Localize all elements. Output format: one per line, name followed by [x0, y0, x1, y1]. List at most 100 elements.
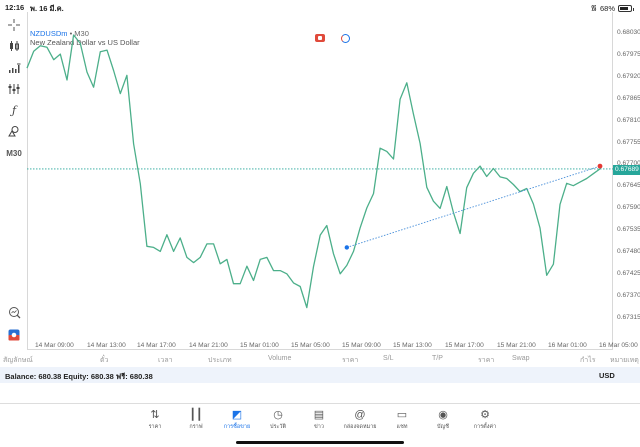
trendline-anchor-start[interactable]	[344, 245, 350, 250]
settings-icon: ⚙	[480, 409, 490, 421]
crosshair-icon[interactable]	[4, 17, 24, 33]
function-icon[interactable]: ƒ	[11, 103, 17, 117]
price-tick-label: 0.67810	[617, 116, 640, 124]
tab-label: ประวัติ	[269, 424, 287, 430]
tab-quotes[interactable]: ⇅ ราคา	[135, 408, 175, 431]
tab-settings[interactable]: ⚙ การตั้งค่า	[465, 408, 505, 431]
time-tick-label: 14 Mar 17:00	[137, 342, 176, 349]
battery-percent: 68%	[599, 3, 615, 13]
column-header[interactable]: Swap	[512, 355, 530, 362]
symbol-description: New Zealand Dollar vs US Dollar	[30, 38, 140, 47]
account-summary-row: Balance: 680.38 Equity: 680.38 ฟรี: 680.…	[0, 367, 640, 383]
timeframe: M30	[74, 29, 89, 38]
broker-logo-icon[interactable]	[4, 327, 24, 343]
left-toolbar: ƒ M30	[0, 14, 27, 350]
column-header[interactable]: กำไร	[580, 357, 596, 364]
candlestick-icon[interactable]	[4, 38, 24, 54]
price-tick-label: 0.67590	[617, 204, 640, 212]
tab-chart[interactable]: ┃┃ กราฟ	[176, 408, 216, 431]
time-tick-label: 15 Mar 09:00	[342, 342, 381, 349]
time-tick-label: 16 Mar 05:00	[599, 342, 638, 349]
trendline-anchor-end[interactable]	[597, 163, 603, 169]
column-header[interactable]: ประเภท	[208, 357, 232, 364]
wifi-icon: ᯾	[590, 3, 597, 12]
price-tick-label: 0.67645	[617, 182, 640, 190]
price-tick-label: 0.67535	[617, 226, 640, 234]
column-header[interactable]: Volume	[268, 355, 292, 362]
account-icon: ◉	[438, 409, 448, 421]
quotes-icon: ⇅	[150, 409, 160, 421]
battery-icon	[618, 4, 634, 12]
time-tick-label: 15 Mar 13:00	[393, 342, 432, 349]
chart-icon: ┃┃	[189, 409, 203, 421]
column-header[interactable]: สัญลักษณ์	[3, 357, 33, 364]
column-header[interactable]: ตั๋ว	[100, 357, 109, 364]
price-tick-label: 0.67755	[617, 138, 640, 146]
tab-label: กล่องจดหมาย	[343, 424, 377, 430]
price-tick-label: 0.67865	[617, 94, 640, 102]
tab-label: บัญชี	[437, 424, 449, 430]
status-right: ᯾ 68%	[590, 3, 634, 13]
tab-mailbox[interactable]: @ กล่องจดหมาย	[340, 408, 380, 431]
bottom-tab-bar: ⇅ ราคา ┃┃ กราฟ ◩ การซื้อขาย ◷ ประวัติ ▤ ข่าว @ กล่อ…	[0, 403, 640, 447]
timeframe-button[interactable]: M30	[6, 148, 22, 158]
tab-label: การตั้งค่า	[473, 424, 497, 430]
time-tick-label: 16 Mar 01:00	[548, 342, 587, 349]
price-tick-label: 0.67370	[617, 292, 640, 300]
balance-equity-free: Balance: 680.38 Equity: 680.38 ฟรี: 680.…	[5, 372, 153, 381]
status-date: พ. 16 มี.ค.	[30, 4, 64, 13]
home-indicator[interactable]	[236, 441, 404, 444]
positions-table-header: สัญลักษณ์ ตั๋ว เวลา ประเภท Volume ราคา S/L T/P ร…	[0, 352, 640, 366]
column-header[interactable]: T/P	[432, 355, 443, 362]
chat-icon: ▭	[396, 409, 408, 421]
price-tick-label: 0.67315	[617, 314, 640, 321]
price-tick-label: 0.67700	[617, 159, 640, 167]
column-header[interactable]: ราคา	[478, 357, 495, 364]
price-tick-label: 0.67425	[617, 270, 640, 278]
mailbox-icon: @	[354, 409, 366, 421]
symbol-name: NZDUSDm	[30, 29, 68, 38]
tab-label: ข่าว	[314, 424, 324, 430]
column-header[interactable]: ราคา	[342, 357, 359, 364]
price-tick-label: 0.67480	[617, 248, 640, 256]
tab-label: ราคา	[148, 424, 162, 430]
tab-chat[interactable]: ▭ แชท	[382, 408, 422, 431]
status-time: 12:16	[5, 3, 25, 12]
zoom-chart-icon[interactable]	[4, 304, 24, 320]
tab-history[interactable]: ◷ ประวัติ	[258, 408, 298, 431]
tab-label: กราฟ	[189, 424, 203, 430]
tab-label: การซื้อขาย	[223, 424, 251, 430]
objects-icon[interactable]	[4, 81, 24, 97]
time-tick-label: 14 Mar 21:00	[189, 342, 228, 349]
column-header[interactable]: เวลา	[158, 357, 173, 364]
column-header[interactable]: หมายเหตุ	[610, 357, 639, 364]
chart-area[interactable]: NZDUSDm • M30 New Zealand Dollar vs US D…	[0, 12, 640, 350]
indicators-icon[interactable]	[4, 60, 24, 76]
shapes-icon[interactable]	[4, 123, 24, 139]
price-tick-label: 0.67975	[617, 50, 640, 58]
price-line-chart[interactable]	[0, 14, 640, 350]
one-click-trading-icon[interactable]	[315, 34, 325, 42]
tab-news[interactable]: ▤ ข่าว	[299, 408, 339, 431]
depth-of-market-icon[interactable]	[341, 34, 350, 43]
tab-label: แชท	[396, 424, 408, 430]
column-header[interactable]: S/L	[383, 355, 394, 362]
trade-icon: ◩	[231, 409, 243, 421]
trendline[interactable]	[346, 165, 601, 248]
time-tick-label: 15 Mar 17:00	[445, 342, 484, 349]
price-series	[26, 34, 601, 309]
price-tick-label: 0.67920	[617, 72, 640, 80]
tab-trade[interactable]: ◩ การซื้อขาย	[217, 408, 257, 431]
history-icon: ◷	[273, 409, 283, 421]
time-tick-label: 14 Mar 13:00	[87, 342, 126, 349]
news-icon: ▤	[313, 409, 325, 421]
tab-account[interactable]: ◉ บัญชี	[423, 408, 463, 431]
account-currency: USD	[599, 371, 615, 380]
time-tick-label: 15 Mar 05:00	[291, 342, 330, 349]
time-tick-label: 14 Mar 09:00	[35, 342, 74, 349]
price-tick-label: 0.68030	[617, 29, 640, 36]
current-price-tag: 0.67689	[613, 165, 640, 175]
plot-frame	[27, 12, 613, 350]
symbol-title[interactable]: NZDUSDm • M30	[30, 29, 89, 38]
separator: •	[67, 29, 75, 38]
